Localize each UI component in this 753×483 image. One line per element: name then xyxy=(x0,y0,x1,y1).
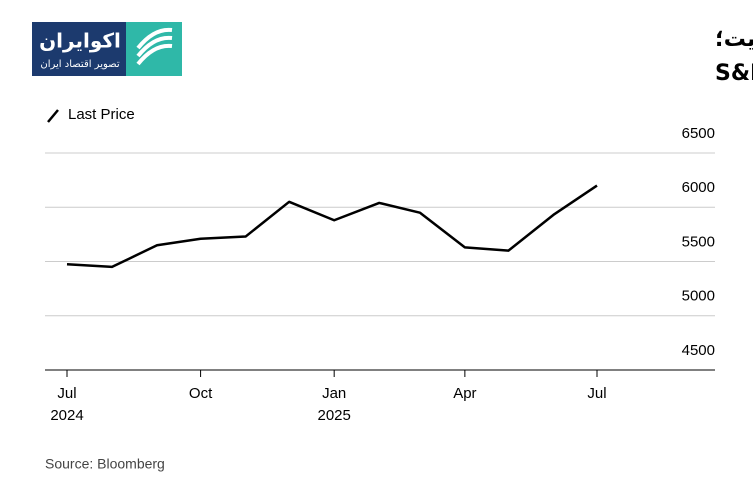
logo-tagline: تصویر اقتصاد ایران xyxy=(40,59,119,70)
title: تداوم روند صعودی وال‌استریت؛ xyxy=(715,27,753,52)
x-tick-label: Jul xyxy=(57,385,76,402)
y-tick-label: 5000 xyxy=(682,288,715,305)
price-line xyxy=(66,184,598,269)
y-tick-label: 5500 xyxy=(682,233,715,250)
y-tick-label: 6000 xyxy=(682,179,715,196)
title: رکوردشکنی دوباره S&P۵۰۰ xyxy=(715,61,753,86)
y-tick-label: 4500 xyxy=(682,342,715,359)
y-tick-label: 6500 xyxy=(682,125,715,142)
legend-label: Last Price xyxy=(68,106,135,123)
logo-mark xyxy=(136,27,173,66)
source: Source: Bloomberg xyxy=(45,456,165,472)
logo-name: اکوایران xyxy=(39,29,121,53)
x-tick-year: 2024 xyxy=(50,407,83,424)
x-tick-label: Oct xyxy=(189,385,213,402)
legend-swatch xyxy=(47,109,59,123)
x-tick-label: Jul xyxy=(587,385,606,402)
x-tick-year: 2025 xyxy=(317,407,350,424)
x-tick-label: Jan xyxy=(322,385,346,402)
x-tick-label: Apr xyxy=(453,385,476,402)
